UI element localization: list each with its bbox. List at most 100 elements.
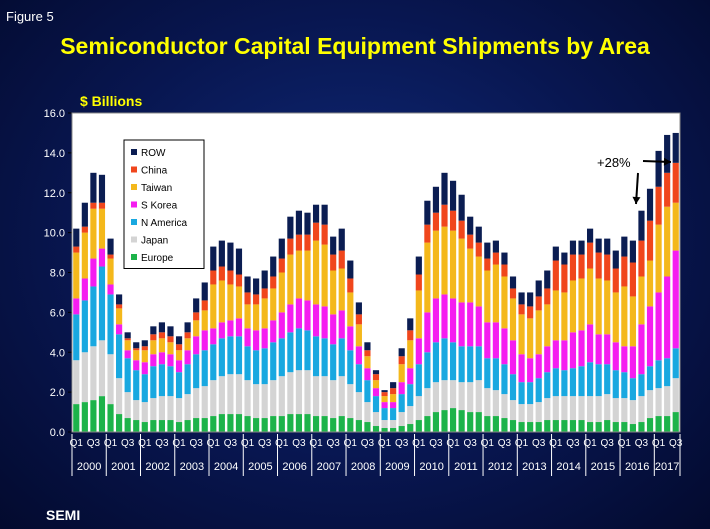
bar-segment-japan xyxy=(167,396,174,421)
bar-segment-row xyxy=(492,240,499,253)
bar-segment-taiwan xyxy=(227,284,234,321)
bar-segment-europe xyxy=(158,420,165,432)
bar-segment-europe xyxy=(381,428,388,432)
bar-segment-taiwan xyxy=(261,298,268,329)
bar-segment-taiwan xyxy=(244,304,251,329)
bar-segment-china xyxy=(338,250,345,269)
bar-segment-n-america xyxy=(355,364,362,393)
x-year-label: 2002 xyxy=(145,461,169,473)
bar-segment-row xyxy=(364,342,371,351)
bar-segment-china xyxy=(458,220,465,239)
bar-segment-row xyxy=(158,322,165,333)
bar-segment-n-america xyxy=(201,350,208,387)
bar-segment-taiwan xyxy=(415,290,422,339)
bar-segment-china xyxy=(98,202,106,209)
bar-segment-taiwan xyxy=(458,238,465,303)
bar-segment-japan xyxy=(150,398,157,421)
bar-segment-row xyxy=(390,382,397,389)
bar-segment-china xyxy=(81,226,88,233)
x-year-label: 2013 xyxy=(522,461,546,473)
x-year-label: 2012 xyxy=(488,461,512,473)
y-tick-label: 12.0 xyxy=(44,188,65,200)
bar-segment-row xyxy=(90,172,97,203)
bar-segment-japan xyxy=(312,376,320,417)
bar-segment-china xyxy=(278,258,285,273)
bar-segment-row xyxy=(116,294,123,305)
x-tick-label: Q3 xyxy=(155,438,169,449)
bar-segment-row xyxy=(235,248,243,275)
y-tick-label: 4.0 xyxy=(50,347,65,359)
x-tick-label: Q3 xyxy=(566,438,580,449)
bar-segment-japan xyxy=(364,402,371,423)
bar-segment-row xyxy=(475,226,482,243)
bar-segment-n-america xyxy=(381,408,388,421)
bar-segment-europe xyxy=(287,414,294,432)
bar-segment-row xyxy=(672,132,679,163)
bar-segment-taiwan xyxy=(587,268,594,325)
bar-segment-china xyxy=(415,274,422,291)
bar-segment-s-korea xyxy=(424,312,431,353)
bar-segment-row xyxy=(484,242,491,259)
bar-segment-taiwan xyxy=(492,264,499,323)
bar-segment-row xyxy=(355,302,362,315)
figure-label: Figure 5 xyxy=(6,9,54,24)
bar-segment-n-america xyxy=(372,396,380,413)
bar-segment-taiwan xyxy=(535,310,542,355)
bar-segment-china xyxy=(175,344,183,351)
bar-segment-japan xyxy=(629,400,636,425)
bar-segment-s-korea xyxy=(330,314,337,345)
bar-segment-japan xyxy=(492,390,499,417)
bar-segment-japan xyxy=(338,376,345,417)
legend-swatch-china xyxy=(131,166,137,173)
y-axis-label: $ Billions xyxy=(80,93,142,109)
bar-segment-row xyxy=(424,200,431,225)
bar-segment-europe xyxy=(167,420,174,432)
x-tick-label: Q1 xyxy=(70,438,84,449)
x-tick-label: Q1 xyxy=(344,438,358,449)
bar-segment-china xyxy=(441,204,448,227)
bar-segment-europe xyxy=(475,412,482,432)
bar-segment-taiwan xyxy=(201,310,208,331)
bar-segment-japan xyxy=(210,380,217,417)
bar-segment-europe xyxy=(492,416,499,432)
bar-segment-europe xyxy=(235,414,243,432)
bar-segment-s-korea xyxy=(672,250,679,349)
y-tick-label: 14.0 xyxy=(44,148,65,160)
bar-segment-china xyxy=(235,274,243,287)
bar-segment-china xyxy=(552,260,559,291)
bar-segment-europe xyxy=(449,408,457,432)
bar-segment-taiwan xyxy=(175,350,183,361)
x-tick-label: Q3 xyxy=(224,438,238,449)
bar-segment-europe xyxy=(201,418,208,432)
bar-segment-n-america xyxy=(116,334,123,379)
bar-segment-s-korea xyxy=(218,322,225,339)
bar-segment-europe xyxy=(518,422,525,432)
bar-segment-japan xyxy=(381,420,388,429)
bar-segment-row xyxy=(124,332,131,339)
bar-segment-china xyxy=(638,240,645,277)
bar-segment-n-america xyxy=(595,364,602,397)
bar-segment-europe xyxy=(578,420,585,432)
bar-segment-n-america xyxy=(501,364,508,395)
bar-segment-row xyxy=(655,150,662,187)
bar-segment-row xyxy=(664,134,671,173)
bar-segment-china xyxy=(535,296,542,311)
bar-segment-s-korea xyxy=(467,302,474,347)
bar-segment-s-korea xyxy=(561,340,568,371)
source-label: SEMI xyxy=(46,507,81,523)
bar-segment-taiwan xyxy=(184,338,191,351)
bar-segment-s-korea xyxy=(441,294,448,339)
bar-segment-s-korea xyxy=(244,328,251,347)
plot-frame xyxy=(71,112,681,433)
x-tick-label: Q1 xyxy=(104,438,118,449)
x-tick-label: Q3 xyxy=(429,438,443,449)
bar-segment-row xyxy=(432,186,440,213)
bar-segment-japan xyxy=(184,394,191,421)
bar-segment-s-korea xyxy=(98,248,106,267)
bar-segment-taiwan xyxy=(398,364,405,383)
bar-segment-japan xyxy=(467,382,474,413)
bar-segment-s-korea xyxy=(141,362,148,375)
bar-segment-taiwan xyxy=(381,396,388,403)
bar-segment-europe xyxy=(390,428,397,432)
bar-segment-s-korea xyxy=(390,402,397,409)
